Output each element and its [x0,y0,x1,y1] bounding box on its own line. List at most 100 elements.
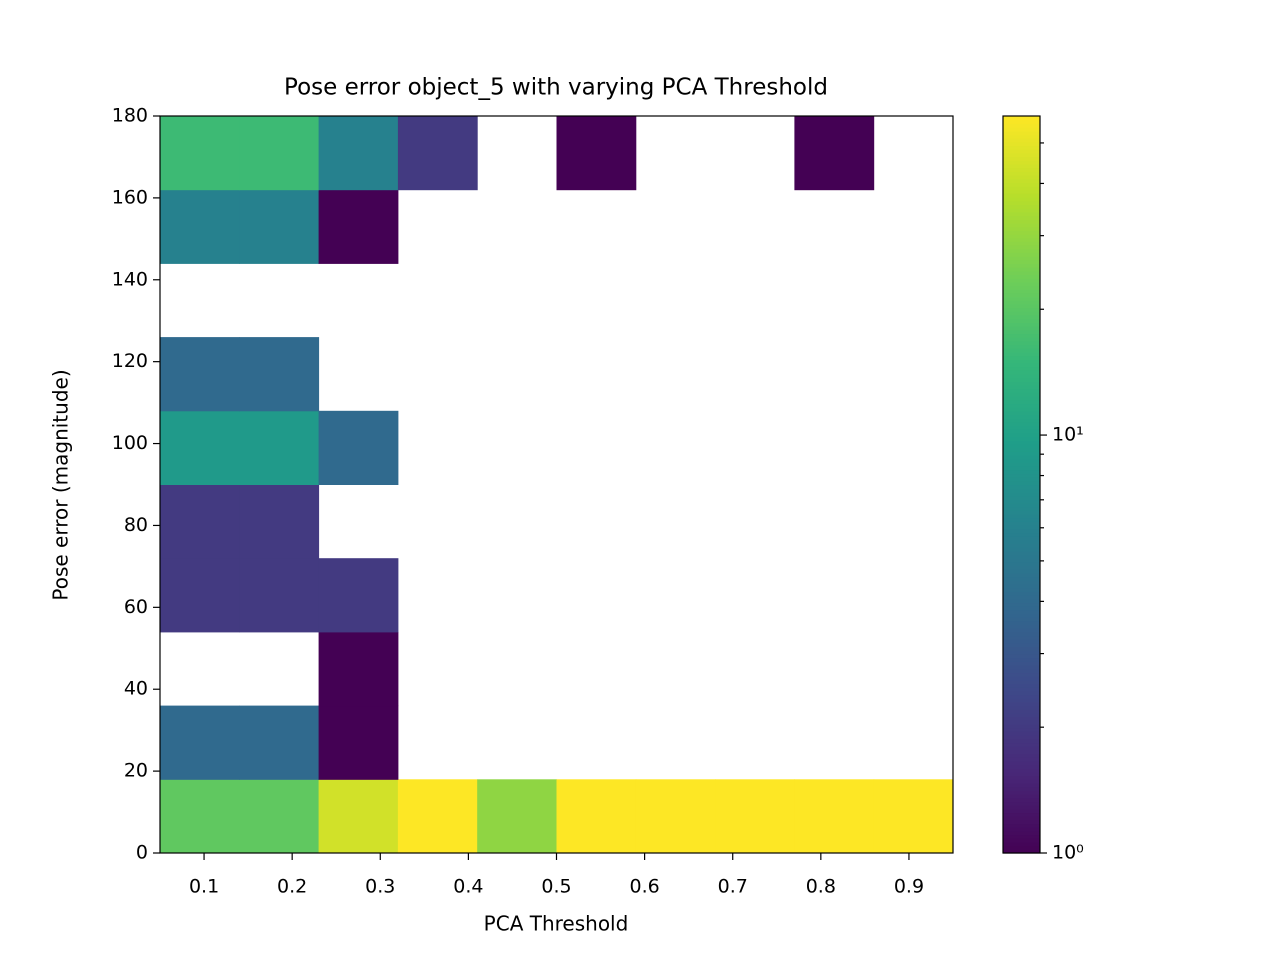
x-tick-label: 0.8 [806,876,836,898]
colorbar-segment [1003,724,1040,729]
colorbar-segment [1003,834,1040,839]
colorbar-segment [1003,705,1040,710]
colorbar-segment [1003,303,1040,309]
colorbar-segment [1003,639,1040,644]
colorbar-segment [1003,635,1040,640]
colorbar-segment [1003,340,1040,346]
y-tick-label: 20 [124,760,148,782]
colorbar-segment [1003,484,1040,489]
x-axis-label: PCA Threshold [484,912,629,936]
heatmap-cell [397,116,478,191]
colorbar-segment [1003,267,1040,272]
colorbar-segment [1003,543,1040,548]
colorbar-segment [1003,731,1040,736]
colorbar-segment [1003,348,1040,353]
colorbar-segment [1003,506,1040,511]
heatmap-cell [239,558,320,633]
colorbar-segment [1003,565,1040,570]
colorbar-segment [1003,197,1040,202]
colorbar-segment [1003,628,1040,633]
colorbar-segment [1003,193,1040,198]
colorbar-segment [1003,252,1040,257]
colorbar-segment [1003,775,1040,780]
colorbar-segment [1003,550,1040,556]
colorbar-segment [1003,679,1040,685]
heatmap-cell [556,779,637,854]
y-axis-label: Pose error (magnitude) [49,369,73,600]
y-tick-label: 40 [124,678,148,700]
colorbar-segment [1003,620,1040,626]
colorbar-segment [1003,362,1040,368]
heatmap-cell [715,779,795,854]
colorbar-segment [1003,525,1040,530]
colorbar-segment [1003,757,1040,762]
colorbar-segment [1003,414,1040,419]
colorbar-segment [1003,613,1040,618]
colorbar-segment [1003,130,1040,136]
colorbar-segment [1003,289,1040,294]
colorbar-segment [1003,167,1040,172]
colorbar-segment [1003,278,1040,283]
colorbar-segment [1003,418,1040,423]
colorbar-segment [1003,602,1040,607]
colorbar-segment [1003,370,1040,375]
colorbar-segment [1003,849,1040,854]
x-tick-label: 0.7 [718,876,748,898]
colorbar-segment [1003,366,1040,371]
colorbar-segment [1003,539,1040,545]
colorbar-segment [1003,749,1040,755]
colorbar-segment [1003,373,1040,379]
colorbar-segment [1003,517,1040,522]
colorbar-segment [1003,712,1040,718]
colorbar-segment [1003,841,1040,847]
colorbar-segment [1003,244,1040,250]
colorbar-segment [1003,138,1040,143]
y-tick-label: 80 [124,514,148,536]
colorbar-segment [1003,399,1040,405]
colorbar-segment [1003,746,1040,751]
colorbar-segment [1003,819,1040,825]
heatmap-cell [160,337,240,412]
colorbar-segment [1003,587,1040,592]
x-tick-label: 0.5 [541,876,571,898]
colorbar-segment [1003,149,1040,154]
colorbar-segment [1003,606,1040,611]
heatmap-cell [873,779,954,854]
colorbar-segment [1003,171,1040,176]
colorbar-segment [1003,141,1040,147]
colorbar-segment [1003,469,1040,475]
colorbar-segment [1003,222,1040,228]
colorbar-segment [1003,410,1040,416]
colorbar-segment [1003,337,1040,342]
colorbar-segment [1003,631,1040,637]
colorbar-segment [1003,617,1040,622]
colorbar-segment [1003,488,1040,493]
colorbar-segment [1003,513,1040,519]
heatmap-cell [239,410,320,485]
colorbar-segment [1003,451,1040,456]
colorbar-segment [1003,595,1040,600]
colorbar-segment [1003,256,1040,261]
colorbar-segment [1003,554,1040,559]
heatmap-cell [160,779,240,854]
colorbar-segment [1003,720,1040,725]
colorbar-segment [1003,753,1040,758]
heatmap-cell [318,558,399,633]
colorbar-segment [1003,200,1040,206]
colorbar-segment [1003,116,1040,121]
colorbar-segment [1003,377,1040,382]
colorbar-segment [1003,528,1040,534]
colorbar-segment [1003,794,1040,799]
heatmap-cell [239,705,320,780]
colorbar-segment [1003,838,1040,843]
y-tick-label: 140 [112,268,148,290]
colorbar-segment [1003,432,1040,438]
colorbar-segment [1003,716,1040,721]
colorbar-segment [1003,425,1040,430]
heatmap-cell [318,189,399,264]
colorbar-segment [1003,735,1040,740]
colorbar-segment [1003,547,1040,552]
y-tick-label: 60 [124,596,148,618]
heatmap-cell [318,631,399,707]
